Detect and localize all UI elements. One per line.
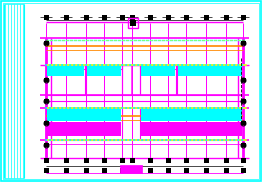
Bar — [148, 15, 153, 20]
Bar — [84, 168, 89, 173]
Bar — [84, 158, 89, 163]
Bar — [204, 158, 209, 163]
Bar — [178, 66, 242, 76]
Bar — [120, 158, 125, 163]
Bar — [130, 168, 135, 173]
Bar — [128, 18, 138, 28]
Bar — [241, 15, 246, 20]
Bar — [130, 158, 135, 163]
Bar — [122, 65, 140, 95]
Bar — [47, 122, 121, 136]
Bar — [84, 15, 89, 20]
Bar — [130, 20, 136, 26]
Bar — [44, 78, 49, 82]
Bar — [141, 122, 242, 136]
Bar — [64, 15, 69, 20]
Bar — [204, 15, 209, 20]
Bar — [120, 165, 142, 173]
Bar — [140, 108, 243, 140]
Bar — [130, 15, 135, 20]
Bar — [102, 168, 107, 173]
Bar — [166, 168, 171, 173]
Bar — [241, 99, 246, 103]
Bar — [241, 158, 246, 163]
Bar — [46, 108, 122, 140]
Bar — [44, 41, 49, 45]
Bar — [102, 15, 107, 20]
Bar — [241, 121, 246, 125]
Bar — [141, 66, 175, 76]
Bar — [148, 168, 153, 173]
Bar — [148, 158, 153, 163]
Bar — [44, 121, 49, 125]
Bar — [184, 158, 189, 163]
Bar — [44, 15, 49, 20]
Bar — [204, 168, 209, 173]
Bar — [120, 168, 125, 173]
Bar — [64, 158, 69, 163]
Bar — [241, 168, 246, 173]
Bar — [184, 15, 189, 20]
Bar — [141, 109, 242, 121]
Bar — [241, 143, 246, 147]
Bar — [64, 168, 69, 173]
Bar — [166, 158, 171, 163]
Bar — [47, 109, 121, 121]
Bar — [166, 15, 171, 20]
Bar — [44, 143, 49, 147]
Bar — [46, 65, 85, 95]
Bar — [44, 99, 49, 103]
Bar — [86, 65, 122, 95]
Bar — [241, 78, 246, 82]
Bar — [102, 158, 107, 163]
Bar — [224, 168, 229, 173]
Bar — [140, 65, 176, 95]
Bar — [241, 41, 246, 45]
Bar — [184, 168, 189, 173]
Bar — [47, 66, 84, 76]
Bar — [177, 65, 243, 95]
Bar — [120, 15, 125, 20]
Bar — [44, 168, 49, 173]
Bar — [224, 158, 229, 163]
Bar — [87, 66, 121, 76]
Bar — [224, 15, 229, 20]
Bar — [44, 158, 49, 163]
